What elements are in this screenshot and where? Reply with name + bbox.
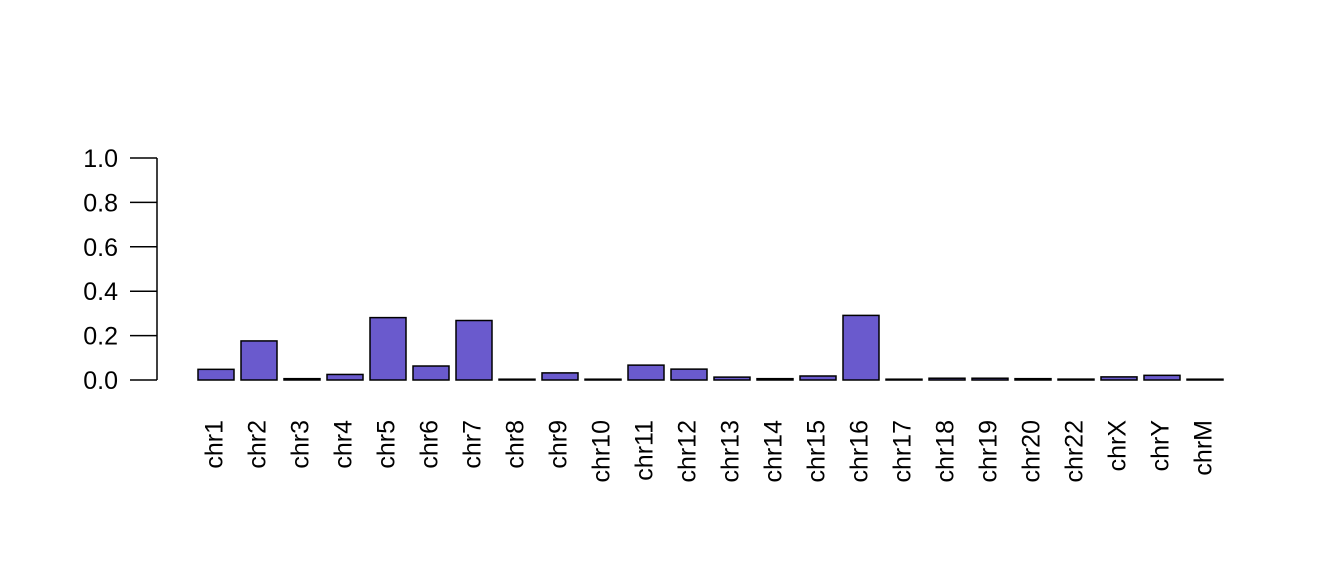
x-tick-label-chr16: chr16 — [846, 420, 874, 483]
x-tick-label-chr20: chr20 — [1018, 420, 1046, 483]
bar-chr17 — [885, 378, 923, 381]
bar-chr12 — [670, 368, 708, 381]
x-tick-label-chr8: chr8 — [502, 420, 530, 469]
x-tick-label-chr22: chr22 — [1061, 420, 1089, 483]
x-tick-label-chr13: chr13 — [717, 420, 745, 483]
x-tick-label-chr14: chr14 — [760, 420, 788, 483]
bar-chr10 — [584, 378, 622, 381]
x-tick-label-chr7: chr7 — [459, 420, 487, 469]
x-tick-labels: chr1 chr2 chr3 chr4 chr5 chr6 chr7 chr8 chr9 chr1… — [201, 420, 1218, 483]
bar-chr22 — [1057, 378, 1095, 381]
bar-chr18 — [928, 377, 966, 381]
y-tick-label: 0.0 — [83, 367, 118, 395]
bar-chr11 — [627, 364, 665, 381]
bar-chr3 — [283, 377, 321, 381]
bar-chr6 — [412, 365, 450, 381]
x-tick-label-chr9: chr9 — [545, 420, 573, 469]
bar-chr16 — [842, 314, 880, 381]
x-tick-label-chrM: chrM — [1190, 420, 1218, 476]
y-axis: 0.0 0.2 0.4 0.6 0.8 1.0 — [83, 145, 158, 395]
bar-chr5 — [369, 316, 407, 381]
y-tick-label: 1.0 — [83, 145, 118, 173]
bar-chr2 — [240, 340, 278, 381]
bars-group — [197, 314, 1224, 381]
x-tick-label-chr19: chr19 — [975, 420, 1003, 483]
bar-chr7 — [455, 319, 493, 381]
y-tick-label: 0.6 — [83, 234, 118, 262]
bar-chrM — [1186, 378, 1224, 381]
y-tick-label: 0.2 — [83, 323, 118, 351]
x-tick-label-chr1: chr1 — [201, 420, 229, 469]
bar-chr9 — [541, 372, 579, 381]
y-tick-label: 0.8 — [83, 189, 118, 217]
y-tick-label: 0.4 — [83, 278, 118, 306]
bar-chr19 — [971, 377, 1009, 381]
x-tick-label-chr18: chr18 — [932, 420, 960, 483]
bar-chr13 — [713, 376, 751, 381]
bar-chr15 — [799, 375, 837, 381]
x-tick-label-chrX: chrX — [1104, 420, 1132, 472]
bar-chr4 — [326, 373, 364, 381]
bar-chrX — [1100, 376, 1138, 381]
x-tick-label-chr5: chr5 — [373, 420, 401, 469]
x-tick-label-chr3: chr3 — [287, 420, 315, 469]
bar-chrY — [1143, 374, 1181, 381]
bar-chr20 — [1014, 377, 1052, 381]
bar-chr1 — [197, 368, 235, 381]
bar-chr8 — [498, 378, 536, 381]
x-tick-label-chr12: chr12 — [674, 420, 702, 483]
x-tick-label-chr17: chr17 — [889, 420, 917, 483]
bar-chr14 — [756, 377, 794, 381]
x-tick-label-chrY: chrY — [1147, 420, 1175, 472]
x-tick-label-chr15: chr15 — [803, 420, 831, 483]
x-tick-label-chr2: chr2 — [244, 420, 272, 469]
x-tick-label-chr6: chr6 — [416, 420, 444, 469]
x-tick-label-chr4: chr4 — [330, 420, 358, 469]
x-tick-label-chr11: chr11 — [631, 420, 659, 481]
x-tick-label-chr10: chr10 — [588, 420, 616, 483]
